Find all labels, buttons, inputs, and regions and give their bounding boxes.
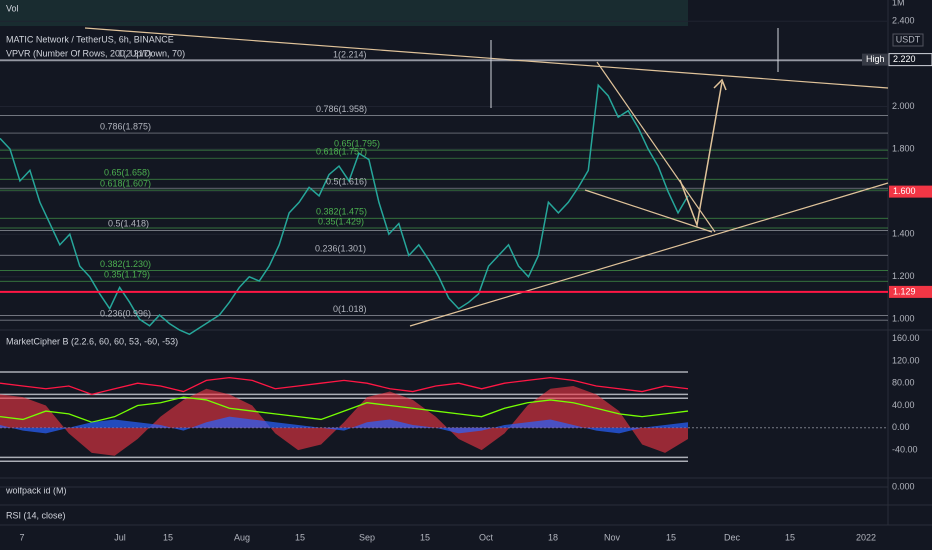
fib-label: 0.65(1.658) [104, 168, 150, 178]
trend-line [584, 189, 713, 233]
trend-line [84, 27, 889, 89]
fib-label: 1(2.217) [118, 49, 152, 59]
high-value-box [888, 53, 932, 67]
indicator-tick-label: 160.00 [892, 333, 920, 343]
fib-label: 0.382(1.475) [316, 207, 367, 217]
x-tick-label: Dec [724, 532, 741, 542]
symbol-title: MATIC Network / TetherUS, 6h, BINANCE [6, 34, 174, 44]
fib-label: 0.618(1.757) [316, 147, 367, 157]
price-marker [889, 185, 932, 198]
fib-label: 0.786(1.958) [316, 104, 367, 114]
vpvr-label: VPVR (Number Of Rows, 200, Up/Down, 70) [6, 48, 185, 58]
y-tick-label: 2.000 [892, 101, 915, 111]
indicator-line [0, 396, 689, 423]
indicator-line [0, 376, 689, 396]
price-marker [889, 285, 932, 298]
x-tick-label: 18 [548, 532, 558, 542]
projection-arrow [679, 81, 723, 228]
x-tick-label: 15 [163, 532, 173, 542]
indicator-tick-label: 80.00 [892, 378, 915, 388]
price-marker-label: 1.129 [893, 286, 916, 296]
plot [0, 20, 888, 336]
trend-line [596, 61, 716, 233]
indicator-title: MarketCipher B (2.2.6, 60, 60, 53, -60, … [6, 336, 178, 346]
price-line [0, 83, 689, 336]
price-marker-label: 1.600 [893, 186, 916, 196]
x-tick-label: 15 [666, 532, 676, 542]
y-tick-label: 2.400 [892, 16, 915, 26]
high-label: High [866, 54, 885, 64]
x-tick-label: 15 [295, 532, 305, 542]
trend-line [409, 182, 889, 327]
fib-label: 0.618(1.607) [100, 178, 151, 188]
fib-label: 0.236(1.301) [315, 244, 366, 254]
y-tick-label: 1.800 [892, 143, 915, 153]
indicator-tick-label: 40.00 [892, 400, 915, 410]
fib-label: 0.786(1.875) [100, 121, 151, 131]
volume-tick: 1M [892, 0, 905, 7]
y-tick-label: 1.400 [892, 229, 915, 239]
x-tick-label: 15 [785, 532, 795, 542]
x-tick-label: 2022 [856, 532, 876, 542]
indicator-tick-label: 0.00 [892, 422, 910, 432]
volume-label: Vol [6, 3, 19, 13]
fib-label: 0.35(1.179) [104, 270, 150, 280]
y-tick-label: 1.000 [892, 314, 915, 324]
arrow-head [713, 78, 727, 91]
high-box [862, 53, 888, 66]
wave-area [0, 416, 688, 434]
currency-box [892, 33, 924, 47]
fib-label: 0.5(1.616) [326, 177, 367, 187]
y-tick-label: 1.200 [892, 271, 915, 281]
x-tick-label: Nov [604, 532, 621, 542]
indicator-tick-label: -40.00 [892, 444, 918, 454]
fib-label: 0.35(1.429) [318, 216, 364, 226]
x-tick-label: Sep [359, 532, 375, 542]
rsi-title: RSI (14, close) [6, 510, 66, 520]
x-tick-label: Aug [234, 532, 250, 542]
wolfpack-tick-label: 0.000 [892, 481, 915, 491]
high-value: 2.220 [893, 54, 916, 64]
fib-label: 0.236(0.996) [100, 309, 151, 319]
fib-label: 0.5(1.418) [108, 219, 149, 229]
volume-strip [0, 0, 688, 26]
fib-label: 0(1.018) [333, 304, 367, 314]
x-tick-label: Jul [114, 532, 126, 542]
x-tick-label: 15 [420, 532, 430, 542]
currency: USDT [896, 34, 921, 44]
wolfpack-title: wolfpack id (M) [5, 485, 67, 495]
x-tick-label: 7 [19, 532, 24, 542]
x-tick-label: Oct [479, 532, 494, 542]
fib-label: 1(2.214) [333, 49, 367, 59]
indicator-tick-label: 120.00 [892, 355, 920, 365]
fib-label: 0.382(1.230) [100, 259, 151, 269]
fib-label: 0.65(1.795) [334, 138, 380, 148]
